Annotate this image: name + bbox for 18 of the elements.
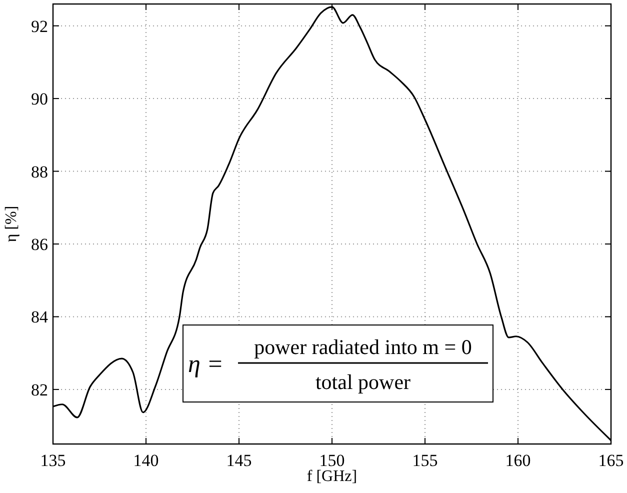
x-tick-label: 165 bbox=[598, 451, 624, 470]
x-tick-label: 140 bbox=[133, 451, 159, 470]
y-axis-title: η [%] bbox=[3, 206, 20, 242]
x-tick-label: 135 bbox=[40, 451, 66, 470]
y-tick-label: 90 bbox=[31, 90, 48, 109]
x-tick-label: 160 bbox=[505, 451, 531, 470]
x-tick-label: 150 bbox=[319, 451, 345, 470]
x-tick-label: 155 bbox=[412, 451, 438, 470]
y-tick-label: 88 bbox=[31, 162, 48, 182]
x-tick-label: 145 bbox=[226, 451, 252, 470]
x-axis-title: f [GHz] bbox=[306, 468, 358, 485]
y-tick-label: 82 bbox=[31, 380, 48, 400]
annotation: power radiated into m = 0 bbox=[254, 335, 472, 359]
y-tick-label: 84 bbox=[31, 308, 48, 327]
y-tick-label: 86 bbox=[31, 235, 48, 254]
annotation: total power bbox=[315, 370, 411, 394]
annotation: η = bbox=[188, 351, 224, 378]
y-tick-label: 92 bbox=[31, 16, 48, 36]
